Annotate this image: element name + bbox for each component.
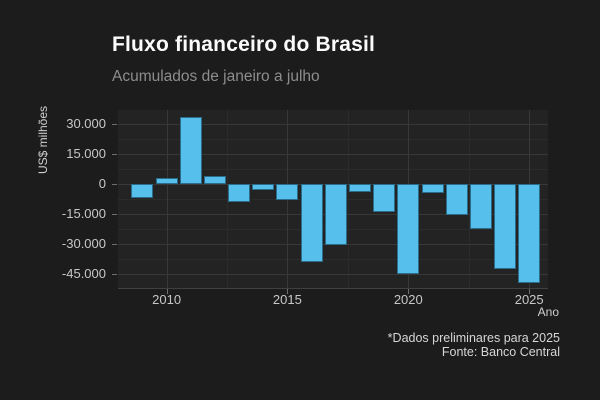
- y-axis-title: US$ milhões: [36, 105, 50, 175]
- y-tick-mark: [112, 154, 117, 156]
- y-tick-label: -15.000: [61, 205, 106, 221]
- bar-2011: [179, 116, 202, 184]
- y-tick-label: 0: [98, 176, 106, 191]
- x-tick-label: 2015: [272, 292, 302, 307]
- bar-2016: [300, 184, 323, 262]
- x-tick-label: 2025: [514, 292, 544, 307]
- bar-2010: [155, 177, 178, 184]
- y-tick-mark: [112, 243, 117, 245]
- y-tick-label: -30.000: [61, 235, 106, 251]
- x-minor-gridline: [227, 110, 228, 288]
- y-tick-mark: [112, 273, 117, 275]
- y-major-gridline: [118, 154, 548, 156]
- plot-panel: [118, 110, 548, 289]
- x-tick-mark: [408, 289, 410, 294]
- y-major-gridline: [118, 273, 548, 275]
- bar-2020: [397, 184, 420, 275]
- x-minor-gridline: [468, 110, 470, 288]
- bar-2012: [203, 176, 226, 184]
- y-major-gridline: [118, 124, 548, 126]
- bar-2009: [131, 184, 154, 199]
- y-minor-gridline: [118, 139, 548, 141]
- x-tick-label: 2020: [393, 292, 423, 307]
- y-tick-label: 15.000: [66, 146, 106, 162]
- bar-2022: [445, 184, 468, 215]
- bar-2015: [276, 184, 299, 200]
- y-tick-mark: [112, 184, 117, 185]
- bar-2025: [518, 184, 541, 283]
- footer-source: Fonte: Banco Central: [441, 344, 560, 359]
- bar-2019: [373, 184, 396, 212]
- bar-2013: [228, 184, 251, 203]
- x-tick-mark: [529, 289, 531, 294]
- bar-2021: [421, 184, 444, 193]
- chart-subtitle: Acumulados de janeiro a julho: [112, 68, 320, 85]
- bar-2014: [252, 184, 275, 190]
- bar-2017: [324, 184, 347, 246]
- x-tick-mark: [166, 289, 168, 294]
- y-minor-gridline: [118, 258, 548, 260]
- y-tick-mark: [112, 124, 117, 126]
- x-axis-title: Ano: [537, 305, 559, 319]
- y-tick-label: 30.000: [66, 116, 106, 132]
- x-tick-label: 2010: [152, 292, 182, 307]
- bar-2024: [494, 184, 516, 270]
- chart-title: Fluxo financeiro do Brasil: [112, 33, 376, 56]
- footer-note: *Dados preliminares para 2025: [387, 331, 560, 345]
- x-major-gridline: [166, 110, 168, 288]
- y-minor-gridline: [118, 169, 548, 171]
- y-tick-label: -45.000: [61, 265, 106, 281]
- footer-caption: *Dados preliminares para 2025 Fonte: Ban…: [387, 331, 560, 359]
- y-tick-mark: [112, 213, 117, 215]
- x-tick-mark: [287, 289, 289, 294]
- bar-2023: [469, 184, 492, 230]
- bar-2018: [349, 184, 371, 192]
- x-minor-gridline: [347, 110, 349, 288]
